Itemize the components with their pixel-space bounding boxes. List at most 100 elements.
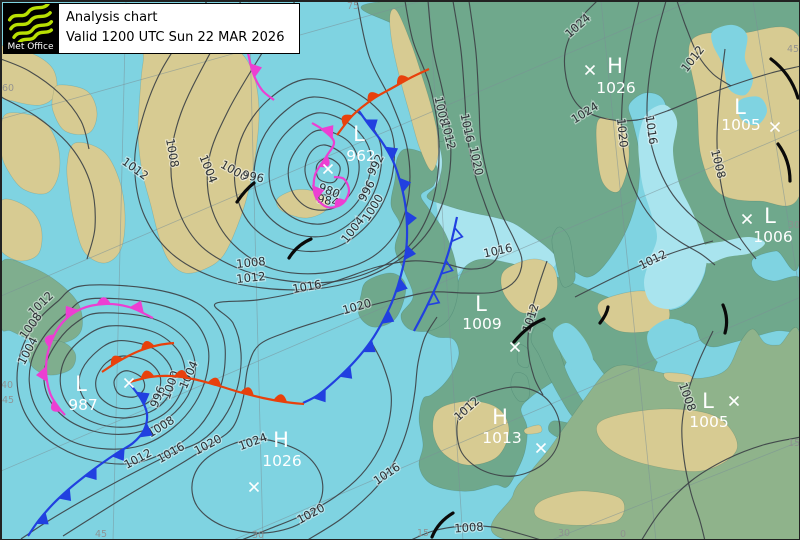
front-triangle-symbol xyxy=(83,466,97,480)
chart-title-box: Analysis chart Valid 1200 UTC Sun 22 MAR… xyxy=(58,3,300,54)
front-triangle-symbol xyxy=(65,305,79,320)
front-triangle-symbol xyxy=(249,63,263,79)
front-semicircle-symbol xyxy=(273,394,288,403)
isobar-1012 xyxy=(456,386,561,477)
isobar-984 xyxy=(304,144,350,196)
isobar-1000 xyxy=(233,78,395,253)
isobar-value-label: 1008 xyxy=(163,137,182,168)
isobar-1016 xyxy=(308,316,438,539)
front-triangle-symbol xyxy=(129,300,145,314)
graticule-label: 75 xyxy=(347,1,359,12)
front-triangle-symbol xyxy=(311,185,325,201)
front-triangle-symbol xyxy=(320,125,334,139)
isobar-1004 xyxy=(206,1,411,275)
front-semicircle-symbol xyxy=(110,355,124,366)
pressure-letter: L xyxy=(475,292,487,316)
isobar-value-label: 1016 xyxy=(643,114,661,145)
front-semicircle-symbol xyxy=(50,400,62,412)
front-semicircle-symbol xyxy=(240,387,254,396)
pressure-value: 1026 xyxy=(262,452,301,470)
centre-cross-icon xyxy=(769,121,781,133)
corsica xyxy=(516,344,531,369)
adriatic-sea xyxy=(552,322,594,380)
isobar-x xyxy=(1,58,90,150)
pressure-letter: L xyxy=(353,122,365,146)
front-triangle-symbol xyxy=(312,388,326,403)
norway-mountains xyxy=(389,8,440,172)
balearics xyxy=(523,424,543,435)
occluded-front xyxy=(35,297,154,416)
isobar-1012 xyxy=(574,240,714,298)
front-triangle-symbol xyxy=(35,366,48,383)
graticule-line xyxy=(752,1,799,292)
front-semicircle-symbol xyxy=(44,334,55,348)
graticule-line xyxy=(1,1,692,297)
trough-line xyxy=(512,317,546,344)
graticule-label: 15 xyxy=(788,438,800,449)
front-triangle-symbol xyxy=(384,146,399,161)
chart-valid-time: Valid 1200 UTC Sun 22 MAR 2026 xyxy=(66,30,285,45)
trough-line xyxy=(430,511,455,539)
front-triangle-symbol xyxy=(35,511,49,525)
front-semicircle-symbol xyxy=(207,377,222,387)
fronts xyxy=(27,52,464,537)
isobar-1008 xyxy=(716,48,757,260)
front-semicircle-symbol xyxy=(367,92,380,103)
centre-cross-icon xyxy=(728,395,740,407)
trough-line xyxy=(769,57,799,100)
graticule-line xyxy=(234,297,799,539)
gulf-of-finland xyxy=(700,236,766,264)
britain xyxy=(390,148,459,332)
logo-waves-icon xyxy=(7,2,54,46)
isobar-value-label: 1020 xyxy=(614,118,631,149)
front-triangle-symbol xyxy=(450,225,464,243)
aegean-sea xyxy=(647,318,694,370)
pressure-value: 962 xyxy=(346,147,376,165)
isobar-1020 xyxy=(620,1,716,266)
isobar-1020 xyxy=(242,344,392,539)
pressure-value: 987 xyxy=(68,396,98,414)
front-triangle-symbol xyxy=(57,487,72,502)
pressure-value: 1026 xyxy=(596,79,635,97)
front-triangle-symbol xyxy=(405,210,417,227)
isobar-1008 xyxy=(681,330,714,539)
isobar-992 xyxy=(95,355,162,410)
front-triangle-symbol xyxy=(426,290,441,307)
front-triangle-symbol xyxy=(380,309,395,324)
front-semicircle-symbol xyxy=(341,114,353,127)
graticule-label: 40 xyxy=(1,380,13,391)
front-semicircle-symbol xyxy=(141,341,155,350)
graticule-label: 45 xyxy=(95,529,107,540)
trough-line xyxy=(598,305,610,325)
graticule-label: 0 xyxy=(620,529,626,540)
isobar-value-label: 1008 xyxy=(454,519,484,535)
isobar-1012 xyxy=(676,1,732,87)
atlas xyxy=(596,408,738,472)
pressure-value: 1005 xyxy=(721,116,760,134)
front-triangle-symbol xyxy=(404,244,417,261)
pressure-centres: L962L987H1026H1026L1005L1006L1009H1013L1… xyxy=(68,54,793,493)
front-triangle-symbol xyxy=(139,423,153,438)
graticule-label: 45 xyxy=(2,395,14,406)
graticule-line xyxy=(428,1,464,539)
isobar-1012 xyxy=(16,284,226,465)
graticule-line xyxy=(1,1,422,120)
morocco xyxy=(533,490,625,526)
graticule-label: 45 xyxy=(787,44,799,55)
graticule-label: 30 xyxy=(558,528,570,539)
trough-lines xyxy=(235,57,799,539)
cold-front xyxy=(27,383,153,537)
pressure-letter: L xyxy=(702,389,714,413)
isobar-value-label: 1016 xyxy=(291,277,322,296)
isobar-value-label: 1012 xyxy=(236,269,267,286)
